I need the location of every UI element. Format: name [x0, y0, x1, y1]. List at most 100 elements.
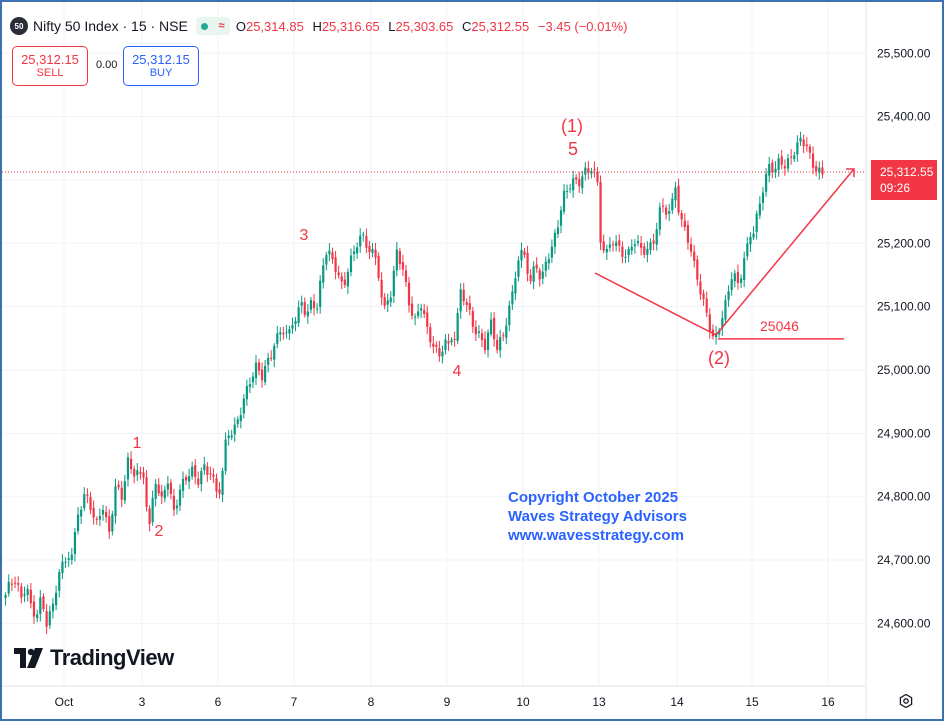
candle-body — [92, 507, 95, 518]
candle-body — [13, 582, 17, 584]
candle-body — [805, 144, 808, 147]
candle-body — [547, 259, 550, 264]
candle-body — [758, 203, 761, 216]
gear-icon[interactable] — [899, 694, 913, 708]
candle-body — [334, 257, 337, 272]
candle-body — [435, 344, 438, 347]
candle-body — [61, 561, 64, 574]
candle-body — [477, 331, 481, 333]
candle-body — [413, 316, 417, 318]
copyright-line: Copyright October 2025 — [508, 489, 679, 506]
market-status[interactable]: ≈ — [195, 17, 230, 35]
candle-body — [142, 472, 145, 478]
sell-button[interactable]: 25,312.15 SELL — [12, 46, 88, 86]
candle-body — [793, 155, 796, 159]
candle-body — [288, 329, 291, 334]
candle-body — [559, 210, 563, 226]
candle-body — [587, 168, 590, 173]
tradingview-logo[interactable]: TradingView — [14, 645, 174, 671]
candle-body — [257, 362, 261, 371]
symbol-header[interactable]: 50 Nifty 50 Index · 15 · NSE ≈ O25,314.8… — [10, 14, 632, 38]
candle-body — [32, 601, 36, 617]
candle-body — [514, 278, 517, 294]
candle-body — [677, 185, 680, 213]
spread-value: 0.00 — [96, 59, 118, 71]
candle-body — [450, 339, 453, 343]
candle-body — [322, 265, 325, 283]
y-tick-label: 24,800.00 — [877, 490, 931, 504]
candle-body — [796, 142, 799, 155]
candle-body — [404, 270, 408, 282]
tradingview-logo-icon — [14, 648, 43, 668]
x-tick-label: 8 — [368, 695, 375, 709]
candle-body — [349, 255, 353, 273]
candle-body — [480, 333, 484, 340]
candle-body — [517, 260, 520, 277]
candle-body — [294, 321, 297, 325]
candle-body — [429, 327, 432, 343]
candle-body — [468, 303, 471, 310]
candle-body — [279, 332, 282, 335]
candle-body — [371, 248, 374, 253]
candle-body — [553, 232, 557, 247]
candle-body — [67, 558, 70, 561]
candle-body — [188, 476, 191, 482]
candle-body — [483, 338, 487, 351]
x-tick-label: 14 — [670, 695, 684, 709]
candle-body — [671, 198, 674, 211]
candle-body — [686, 225, 690, 243]
candle-body — [572, 178, 575, 191]
candle-body — [80, 509, 83, 517]
candle-body — [655, 229, 658, 245]
candle-body — [51, 603, 55, 612]
candle-body — [145, 477, 148, 507]
candle-body — [511, 291, 514, 305]
ohlc-open-value: 25,314.85 — [245, 18, 304, 34]
candle-body — [774, 168, 777, 173]
candle-body — [602, 241, 605, 251]
symbol-badge-icon: 50 — [10, 17, 28, 35]
y-tick-label: 25,400.00 — [877, 110, 931, 124]
candle-body — [696, 259, 699, 280]
candle-body — [129, 458, 133, 470]
candle-body — [123, 481, 126, 501]
candle-body — [181, 478, 185, 491]
symbol-title[interactable]: Nifty 50 Index · 15 · NSE — [33, 18, 188, 34]
candle-body — [764, 173, 768, 192]
candle-body — [783, 166, 786, 169]
copyright-watermark: Copyright October 2025 Waves Strategy Ad… — [508, 488, 687, 545]
x-tick-label: 9 — [444, 695, 451, 709]
candle-body — [251, 376, 255, 383]
candle-body — [802, 139, 805, 147]
candle-body — [64, 561, 67, 563]
candle-body — [471, 311, 474, 327]
candle-body — [727, 291, 730, 300]
candle-body — [36, 614, 39, 619]
candle-body — [374, 249, 377, 258]
candle-body — [643, 246, 646, 255]
y-tick-label: 25,500.00 — [877, 46, 931, 60]
candle-body — [108, 516, 111, 532]
ohlc-close-value: 25,312.55 — [471, 18, 530, 34]
candle-body — [438, 347, 441, 357]
candle-body — [520, 249, 523, 261]
candle-body — [746, 243, 749, 257]
market-open-dot-icon — [201, 22, 209, 30]
candle-body — [264, 366, 267, 383]
buy-button[interactable]: 25,312.15 BUY — [123, 46, 199, 86]
candle-body — [139, 472, 142, 474]
candle-body — [474, 326, 477, 335]
candle-body — [529, 275, 532, 282]
candle-body — [42, 596, 45, 610]
candle-body — [502, 335, 505, 337]
candle-body — [17, 583, 20, 585]
candle-body — [761, 192, 765, 203]
candle-body — [608, 244, 612, 248]
candle-body — [708, 314, 711, 332]
candle-body — [224, 439, 227, 471]
candle-body — [319, 280, 322, 307]
candle-body — [730, 279, 733, 291]
candle-body — [771, 162, 774, 173]
candle-body — [98, 515, 101, 520]
